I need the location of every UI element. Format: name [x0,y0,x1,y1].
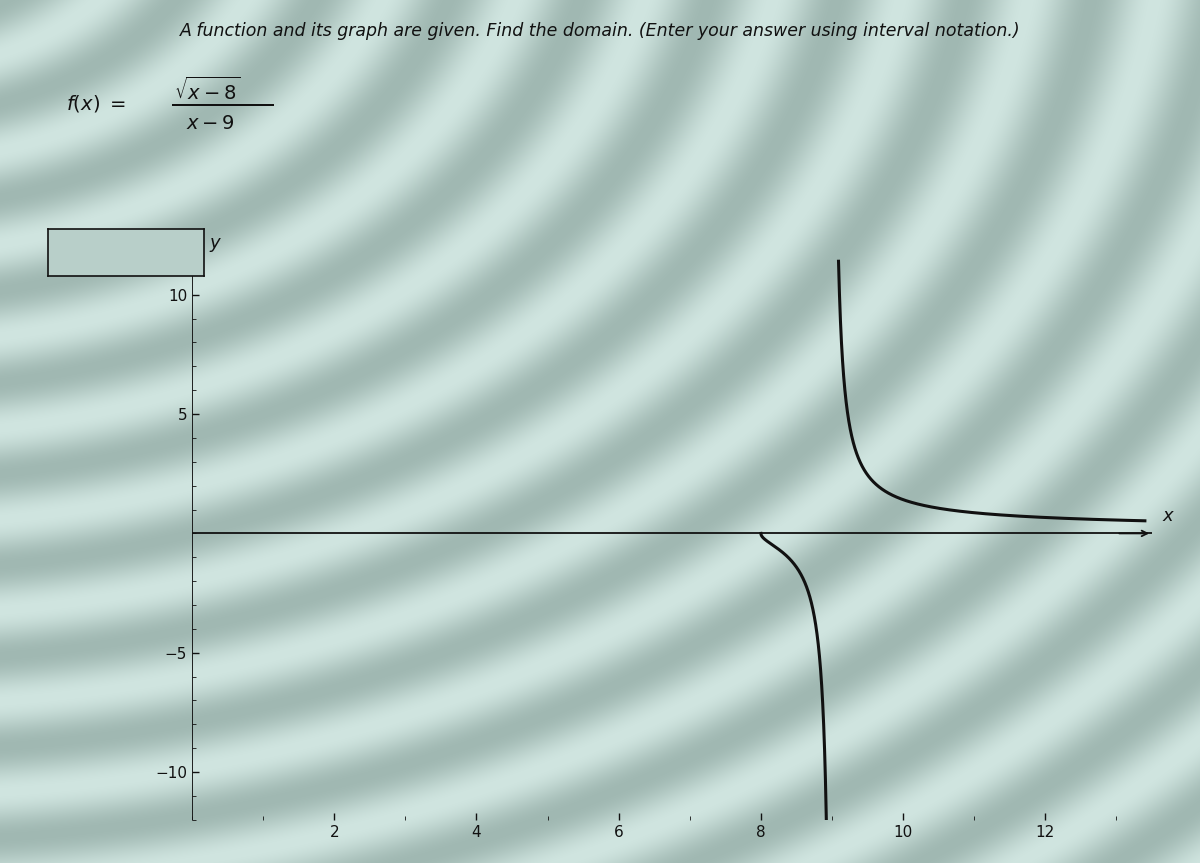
Text: A function and its graph are given. Find the domain. (Enter your answer using in: A function and its graph are given. Find… [180,22,1020,40]
Text: $x-9$: $x-9$ [186,114,235,133]
Text: y: y [210,234,221,252]
Text: $f(x)\ =$: $f(x)\ =$ [66,93,126,114]
Text: x: x [1163,507,1174,525]
Text: $\sqrt{x-8}$: $\sqrt{x-8}$ [174,77,240,104]
